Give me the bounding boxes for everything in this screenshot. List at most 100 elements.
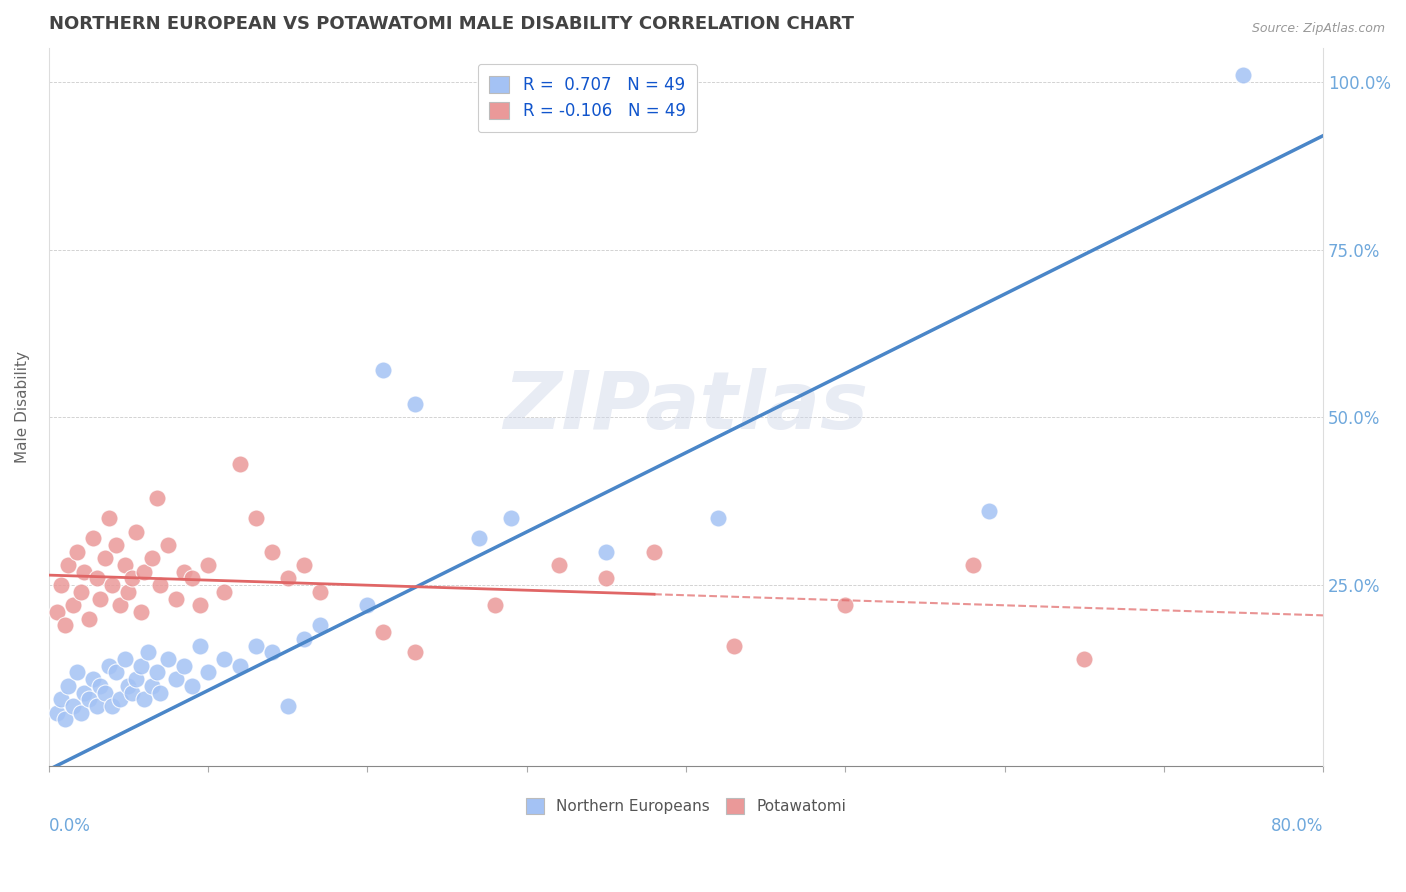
Point xyxy=(66,665,89,680)
Point xyxy=(229,658,252,673)
Point xyxy=(141,679,163,693)
Point xyxy=(643,544,665,558)
Point xyxy=(77,612,100,626)
Point xyxy=(173,565,195,579)
Point xyxy=(146,491,169,505)
Point xyxy=(165,672,187,686)
Point xyxy=(62,599,84,613)
Point xyxy=(93,685,115,699)
Point xyxy=(101,698,124,713)
Point xyxy=(98,658,121,673)
Point xyxy=(962,558,984,572)
Point xyxy=(53,712,76,726)
Point xyxy=(117,679,139,693)
Point xyxy=(146,665,169,680)
Point xyxy=(56,558,79,572)
Point xyxy=(212,585,235,599)
Point xyxy=(977,504,1000,518)
Point xyxy=(1232,68,1254,82)
Point xyxy=(260,544,283,558)
Point xyxy=(51,578,73,592)
Text: NORTHERN EUROPEAN VS POTAWATOMI MALE DISABILITY CORRELATION CHART: NORTHERN EUROPEAN VS POTAWATOMI MALE DIS… xyxy=(49,15,853,33)
Point xyxy=(82,672,104,686)
Text: 80.0%: 80.0% xyxy=(1271,816,1323,835)
Point xyxy=(292,558,315,572)
Point xyxy=(197,665,219,680)
Y-axis label: Male Disability: Male Disability xyxy=(15,351,30,463)
Point xyxy=(188,639,211,653)
Point xyxy=(73,565,96,579)
Text: Source: ZipAtlas.com: Source: ZipAtlas.com xyxy=(1251,22,1385,36)
Point xyxy=(157,538,180,552)
Point xyxy=(66,544,89,558)
Text: 0.0%: 0.0% xyxy=(49,816,90,835)
Point xyxy=(373,363,395,377)
Point xyxy=(121,572,143,586)
Point xyxy=(547,558,569,572)
Point xyxy=(121,685,143,699)
Point xyxy=(595,544,617,558)
Point xyxy=(245,511,267,525)
Point xyxy=(373,625,395,640)
Point xyxy=(277,698,299,713)
Point xyxy=(707,511,730,525)
Point xyxy=(110,599,132,613)
Point xyxy=(181,679,204,693)
Point xyxy=(89,679,111,693)
Point xyxy=(260,645,283,659)
Point xyxy=(308,585,330,599)
Point xyxy=(98,511,121,525)
Point xyxy=(89,591,111,606)
Point xyxy=(468,531,491,545)
Point xyxy=(229,458,252,472)
Point xyxy=(165,591,187,606)
Point xyxy=(356,599,378,613)
Point xyxy=(499,511,522,525)
Point xyxy=(149,578,172,592)
Point xyxy=(197,558,219,572)
Point xyxy=(277,572,299,586)
Point xyxy=(308,618,330,632)
Point xyxy=(1073,652,1095,666)
Point xyxy=(86,572,108,586)
Point xyxy=(101,578,124,592)
Point xyxy=(114,558,136,572)
Point xyxy=(134,692,156,706)
Legend: Northern Europeans, Potawatomi: Northern Europeans, Potawatomi xyxy=(517,789,855,823)
Point xyxy=(404,645,426,659)
Point xyxy=(723,639,745,653)
Point xyxy=(51,692,73,706)
Point xyxy=(125,524,148,539)
Point xyxy=(173,658,195,673)
Point xyxy=(212,652,235,666)
Point xyxy=(595,572,617,586)
Point xyxy=(69,585,91,599)
Point xyxy=(82,531,104,545)
Point xyxy=(134,565,156,579)
Point xyxy=(77,692,100,706)
Point xyxy=(157,652,180,666)
Point xyxy=(292,632,315,646)
Point xyxy=(136,645,159,659)
Point xyxy=(117,585,139,599)
Point xyxy=(188,599,211,613)
Point xyxy=(484,599,506,613)
Point xyxy=(56,679,79,693)
Point xyxy=(69,706,91,720)
Point xyxy=(404,397,426,411)
Point xyxy=(73,685,96,699)
Point xyxy=(114,652,136,666)
Point xyxy=(125,672,148,686)
Point xyxy=(141,551,163,566)
Point xyxy=(104,538,127,552)
Point xyxy=(93,551,115,566)
Text: ZIPatlas: ZIPatlas xyxy=(503,368,869,446)
Point xyxy=(834,599,856,613)
Point xyxy=(110,692,132,706)
Point xyxy=(104,665,127,680)
Point xyxy=(45,706,67,720)
Point xyxy=(129,658,152,673)
Point xyxy=(53,618,76,632)
Point xyxy=(62,698,84,713)
Point xyxy=(86,698,108,713)
